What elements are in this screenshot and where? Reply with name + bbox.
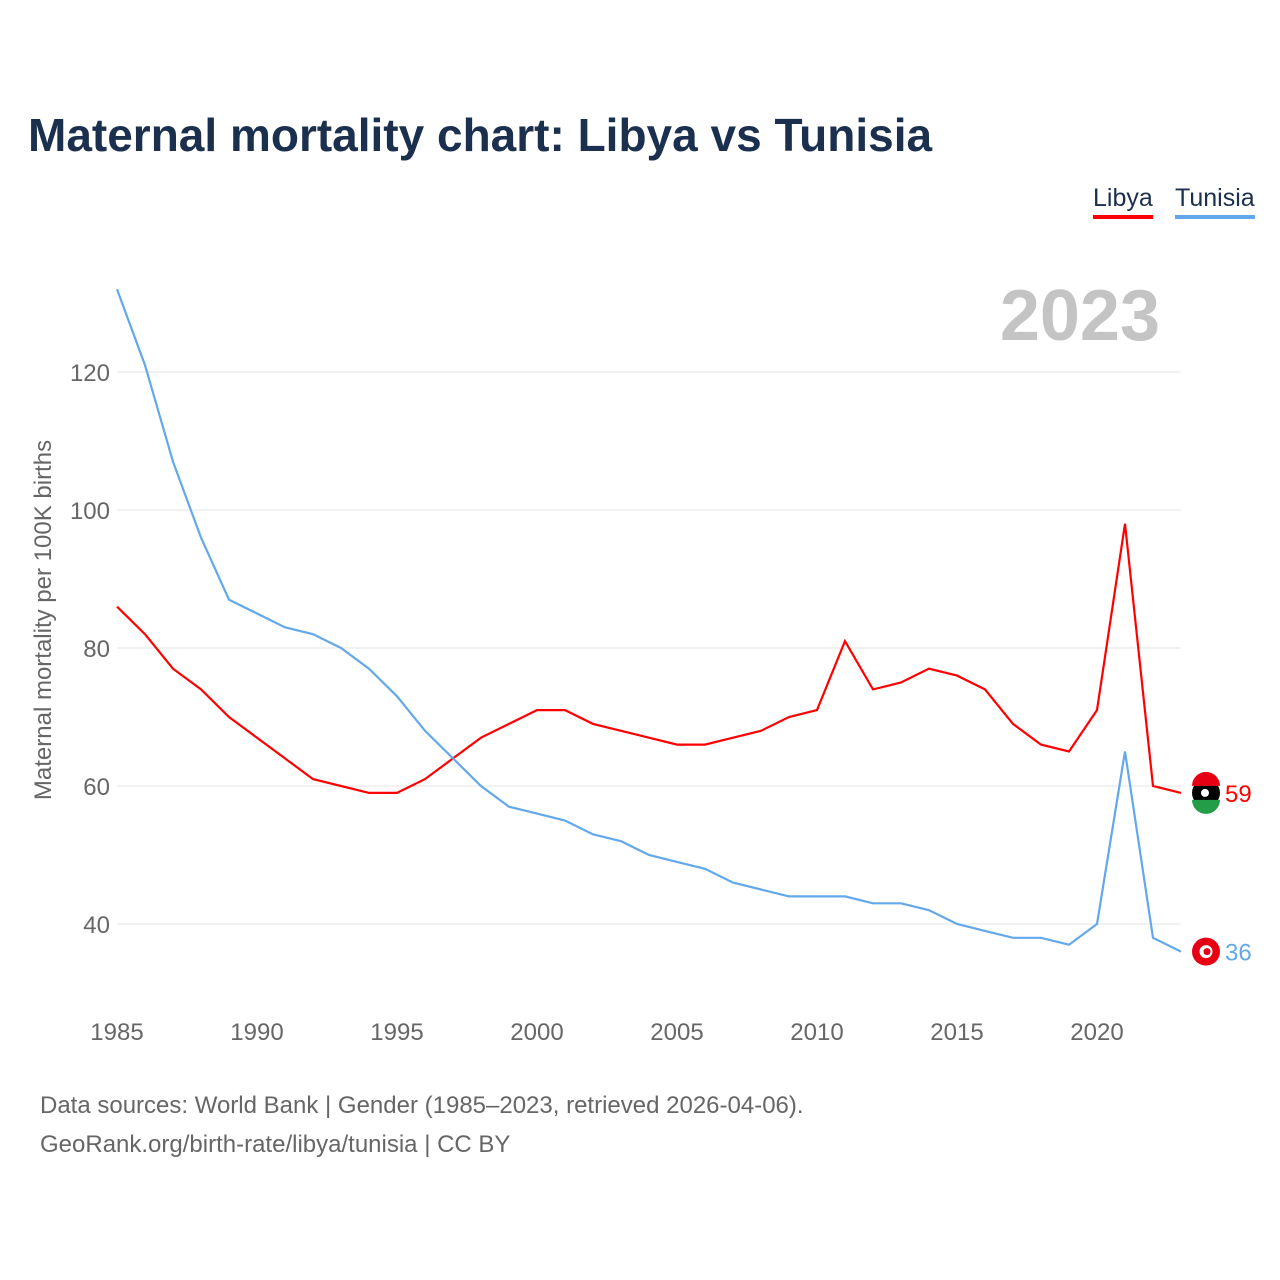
y-tick-label: 120 — [70, 360, 110, 387]
flag-stripe — [1192, 799, 1220, 814]
x-tick-label: 2020 — [1070, 1019, 1123, 1046]
x-tick-label: 1995 — [370, 1019, 423, 1046]
y-tick-label: 60 — [83, 774, 110, 801]
legend-libya[interactable]: Libya — [1093, 184, 1153, 219]
x-tick-label: 1990 — [230, 1019, 283, 1046]
y-tick-label: 80 — [83, 636, 110, 663]
x-tick-label: 2000 — [510, 1019, 563, 1046]
legend-tunisia[interactable]: Tunisia — [1175, 184, 1255, 219]
x-tick-label: 2010 — [790, 1019, 843, 1046]
end-value-tunisia: 36 — [1225, 940, 1252, 967]
end-value-libya: 59 — [1225, 781, 1252, 808]
y-tick-label: 40 — [83, 912, 110, 939]
line-tunisia — [115, 288, 1182, 953]
source-note: Data sources: World Bank | Gender (1985–… — [40, 1086, 804, 1164]
source-line-2: GeoRank.org/birth-rate/libya/tunisia | C… — [40, 1131, 511, 1158]
y-axis-label: Maternal mortality per 100K births — [30, 440, 57, 800]
chart-title: Maternal mortality chart: Libya vs Tunis… — [28, 109, 933, 161]
flag-stripe — [1192, 771, 1220, 786]
chart-plot: 2023 40 60 80 100 120 1985 1990 1995 2000 2005 2010… — [30, 276, 1252, 1046]
source-line-1: Data sources: World Bank | Gender (1985–… — [40, 1092, 804, 1119]
x-tick-label: 2015 — [930, 1019, 983, 1046]
crescent — [1201, 788, 1209, 797]
x-tick-label: 2005 — [650, 1019, 703, 1046]
line-libya — [116, 523, 1182, 795]
y-tick-label: 100 — [70, 498, 110, 525]
crescent — [1203, 948, 1211, 956]
x-tick-label: 1985 — [90, 1019, 143, 1046]
year-label: 2023 — [1000, 276, 1160, 356]
